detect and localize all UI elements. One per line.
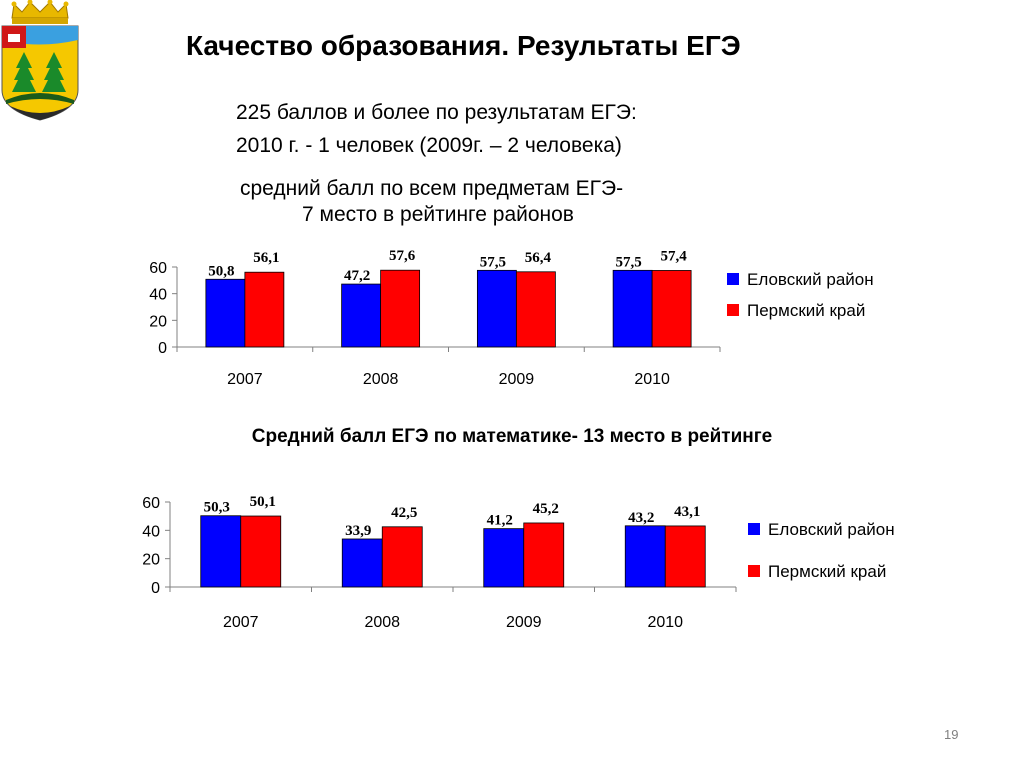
chart1-bar-series-2 bbox=[515, 271, 556, 348]
chart1-bar-series-2 bbox=[651, 270, 692, 348]
chart1-category-label: 2009 bbox=[499, 371, 535, 388]
chart1-bar-series-1 bbox=[476, 269, 517, 348]
subtitle-line-2: 2010 г. - 1 человек (2009г. – 2 человека… bbox=[236, 134, 622, 157]
chart2-bar-series-2 bbox=[664, 525, 706, 588]
chart1-bar-series-1 bbox=[341, 283, 382, 348]
chart2-bar-series-1 bbox=[624, 525, 666, 588]
chart2-y-tick-label: 40 bbox=[142, 523, 160, 540]
chart2-category-label: 2009 bbox=[506, 614, 542, 631]
chart1-y-tick-label: 40 bbox=[149, 287, 167, 304]
chart1-data-label: 57,5 bbox=[480, 254, 506, 270]
chart1-bar-series-2 bbox=[380, 269, 421, 348]
chart1-legend-swatch bbox=[727, 304, 739, 316]
chart1-data-label: 57,5 bbox=[616, 254, 642, 270]
chart2-bar-series-1 bbox=[483, 528, 525, 588]
chart1-category-label: 2007 bbox=[227, 371, 263, 388]
subtitle-line-1: 225 баллов и более по результатам ЕГЭ: bbox=[236, 101, 637, 124]
chart2-category-label: 2007 bbox=[223, 614, 259, 631]
chart-math-title: Cредний балл ЕГЭ по математике- 13 место… bbox=[251, 426, 773, 447]
chart2-y-tick-label: 20 bbox=[142, 552, 160, 569]
chart1-data-label: 56,1 bbox=[253, 250, 279, 266]
chart1-legend-label: Еловский район bbox=[747, 270, 874, 289]
chart2-bar-series-1 bbox=[341, 538, 383, 588]
chart1-legend-swatch bbox=[727, 273, 739, 285]
chart2-data-label: 33,9 bbox=[345, 523, 371, 539]
chart2-data-label: 50,1 bbox=[250, 494, 276, 510]
chart1-data-label: 56,4 bbox=[525, 250, 552, 266]
chart1-data-label: 47,2 bbox=[344, 268, 370, 284]
chart1-y-tick-label: 20 bbox=[149, 313, 167, 330]
subtitle-line-3: средний балл по всем предметам ЕГЭ- bbox=[240, 177, 624, 200]
chart2-legend-swatch bbox=[748, 565, 760, 577]
chart2-y-tick-label: 0 bbox=[151, 580, 160, 597]
chart2-bar-series-1 bbox=[200, 515, 242, 588]
chart1-category-label: 2010 bbox=[634, 371, 670, 388]
chart2-data-label: 43,2 bbox=[628, 510, 654, 526]
chart1-category-label: 2008 bbox=[363, 371, 399, 388]
chart1-y-tick-label: 60 bbox=[149, 260, 167, 277]
chart1-data-label: 57,4 bbox=[661, 248, 688, 264]
chart2-legend-label: Пермский край bbox=[768, 562, 886, 581]
page-title: Качество образования. Результаты ЕГЭ bbox=[186, 30, 741, 61]
coat-of-arms-logo bbox=[1, 0, 79, 121]
chart1-data-label: 50,8 bbox=[208, 263, 234, 279]
subtitle-line-4: 7 место в рейтинге районов bbox=[302, 203, 574, 226]
chart2-bar-series-2 bbox=[240, 515, 282, 588]
chart2-legend-label: Еловский район bbox=[768, 520, 895, 539]
chart2-data-label: 43,1 bbox=[674, 504, 700, 520]
chart2-data-label: 42,5 bbox=[391, 505, 417, 521]
chart2-category-label: 2010 bbox=[647, 614, 683, 631]
chart2-bar-series-2 bbox=[381, 526, 423, 588]
chart2-data-label: 41,2 bbox=[487, 513, 513, 529]
chart2-legend-swatch bbox=[748, 523, 760, 535]
chart1-data-label: 57,6 bbox=[389, 248, 416, 264]
chart1-legend-label: Пермский край bbox=[747, 301, 865, 320]
chart1-bar-series-1 bbox=[205, 278, 246, 348]
chart1-bar-series-2 bbox=[244, 271, 285, 348]
chart1-y-tick-label: 0 bbox=[158, 340, 167, 357]
chart2-bar-series-2 bbox=[523, 522, 565, 588]
chart2-category-label: 2008 bbox=[364, 614, 400, 631]
chart2-y-tick-label: 60 bbox=[142, 495, 160, 512]
page-number: 19 bbox=[944, 727, 959, 742]
chart2-data-label: 45,2 bbox=[533, 501, 559, 517]
chart2-data-label: 50,3 bbox=[204, 500, 230, 516]
